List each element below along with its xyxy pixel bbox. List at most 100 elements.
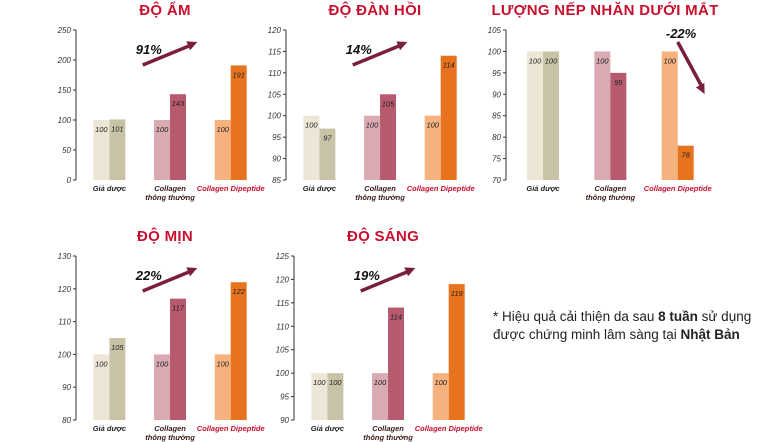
bar: [380, 94, 397, 180]
y-tick-label: 120: [58, 285, 72, 294]
bar-value-label: 191: [232, 70, 245, 79]
bar: [93, 120, 110, 180]
y-tick-label: 125: [276, 252, 290, 261]
y-tick-label: 130: [58, 252, 72, 261]
bar-value-label: 114: [443, 61, 455, 70]
bar: [364, 115, 381, 180]
footnote-bold-country: Nhật Bản: [680, 327, 740, 342]
category-label: Collagen Dipeptide: [197, 424, 265, 433]
chart-title: ĐỘ SÁNG: [346, 228, 420, 245]
category-label: Giả dược: [93, 184, 127, 193]
bar-value-label: 100: [216, 359, 229, 368]
y-tick-label: 100: [268, 112, 282, 121]
category-label: thông thường: [355, 193, 405, 202]
y-tick-label: 120: [268, 26, 282, 35]
chart-do-min: ĐỘ MỊN 80 90 100 110 120 130 100 105 Giả dược 100…: [50, 228, 280, 442]
bar: [170, 94, 187, 180]
y-tick-label: 120: [276, 275, 290, 284]
bar-value-label: 101: [111, 124, 124, 133]
y-tick-label: 105: [488, 26, 502, 35]
change-label: 19%: [354, 268, 380, 283]
y-tick-label: 85: [492, 112, 501, 121]
category-label: thông thường: [145, 433, 195, 442]
category-label: Giả dược: [303, 184, 337, 193]
bar: [303, 115, 320, 180]
chart-title: LƯỢNG NẾP NHĂN DƯỚI MẮT: [491, 2, 719, 19]
category-label: Collagen: [364, 184, 396, 193]
category-label: Collagen Dipeptide: [197, 184, 265, 193]
y-tick-label: 250: [57, 26, 72, 35]
y-tick-label: 90: [492, 90, 501, 99]
bar: [214, 354, 231, 420]
trend-arrow-head: [186, 267, 198, 277]
bar-value-label: 100: [366, 121, 379, 130]
bar: [327, 373, 344, 420]
bar-value-label: 100: [434, 378, 447, 387]
bar-value-label: 100: [305, 121, 318, 130]
bar: [527, 51, 544, 180]
bar-value-label: 114: [390, 313, 402, 322]
category-label: Giả dược: [93, 424, 127, 433]
y-tick-label: 90: [272, 155, 281, 164]
bar: [109, 338, 126, 420]
category-label: thông thường: [363, 433, 413, 442]
footnote-prefix: * Hiệu quả cải thiện da sau: [493, 309, 659, 324]
bar: [448, 284, 465, 420]
bar: [677, 145, 694, 180]
y-tick-label: 115: [268, 47, 281, 56]
y-tick-label: 95: [272, 133, 281, 142]
category-label: thông thường: [145, 193, 195, 202]
bar: [388, 307, 405, 420]
category-label: Giả dược: [526, 184, 560, 193]
trend-arrow-head: [404, 267, 416, 277]
bar: [319, 128, 336, 180]
y-tick-label: 100: [488, 47, 502, 56]
bar: [424, 115, 441, 180]
chart-title: ĐỘ MỊN: [137, 228, 193, 245]
bar-value-label: 105: [111, 343, 124, 352]
y-tick-label: 90: [280, 416, 289, 425]
y-tick-label: 0: [67, 176, 72, 185]
bar: [154, 354, 171, 420]
category-label: thông thường: [586, 193, 636, 202]
bar: [154, 120, 171, 180]
footnote-middle: sử dụng được chứng minh lâm sàng tại: [493, 309, 752, 342]
bar-value-label: 143: [172, 99, 185, 108]
y-tick-label: 90: [62, 383, 71, 392]
y-tick-label: 80: [62, 416, 71, 425]
bar-value-label: 117: [172, 304, 185, 313]
trend-arrow-head: [695, 83, 705, 94]
category-label: Collagen Dipeptide: [415, 424, 483, 433]
y-tick-label: 115: [276, 299, 289, 308]
category-label: Collagen: [154, 184, 186, 193]
bar: [594, 51, 611, 180]
bar-value-label: 100: [545, 56, 558, 65]
trend-arrow: [352, 43, 402, 67]
bar: [311, 373, 328, 420]
bar-value-label: 95: [614, 78, 623, 87]
y-tick-label: 110: [58, 318, 71, 327]
y-tick-label: 50: [62, 146, 71, 155]
trend-arrow: [142, 269, 192, 293]
y-tick-label: 105: [276, 346, 290, 355]
bar-value-label: 100: [95, 125, 108, 134]
y-tick-label: 85: [272, 176, 281, 185]
change-label: -22%: [666, 26, 697, 41]
chart-nep-nhan: LƯỢNG NẾP NHĂN DƯỚI MẮT 70 75 80 85 90 95 100 1…: [480, 2, 730, 202]
bar-value-label: 78: [682, 151, 691, 160]
bar-value-label: 100: [596, 56, 609, 65]
y-tick-label: 200: [57, 56, 72, 65]
bar-value-label: 100: [329, 378, 342, 387]
bar-value-label: 100: [156, 359, 169, 368]
category-label: Collagen Dipeptide: [407, 184, 475, 193]
y-tick-label: 70: [492, 176, 501, 185]
y-tick-label: 110: [268, 69, 281, 78]
trend-arrow-head: [396, 41, 408, 51]
bar: [543, 51, 560, 180]
bar-value-label: 122: [232, 287, 245, 296]
bar: [230, 65, 247, 180]
trend-arrow: [676, 41, 705, 89]
